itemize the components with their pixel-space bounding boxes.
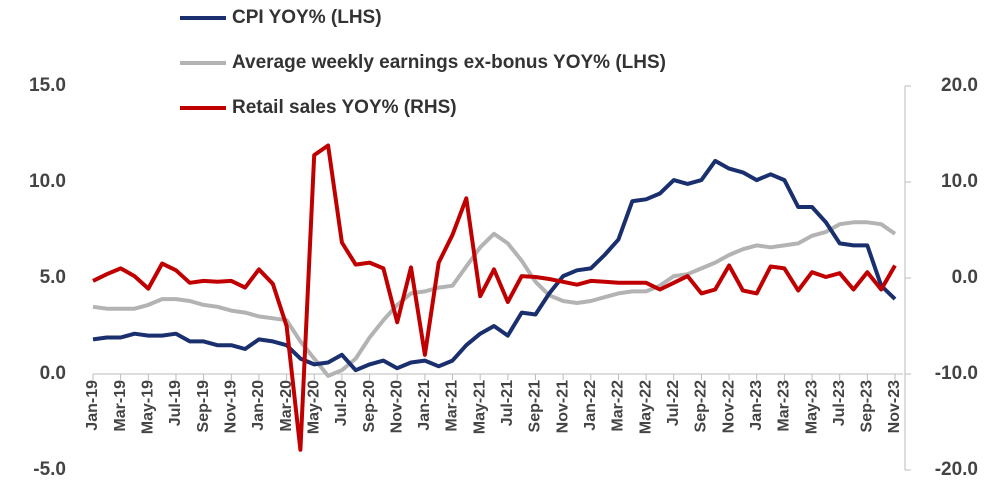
x-tick-label: Sep-23 [859, 380, 876, 433]
x-tick-label: Jan-21 [416, 380, 433, 431]
x-tick-label: Nov-20 [388, 380, 405, 433]
x-tick-label: Jan-19 [84, 380, 101, 431]
x-tick-label: Jan-20 [250, 380, 267, 431]
series-line [92, 220, 897, 378]
y-tick-label: -5.0 [33, 459, 66, 480]
x-tick-label: Jul-19 [167, 380, 184, 426]
x-tick-label: Mar-20 [278, 380, 295, 432]
y2-tick-label: 20.0 [941, 75, 978, 96]
x-tick-label: Mar-21 [444, 380, 461, 432]
x-tick-label: Nov-21 [554, 380, 571, 433]
x-tick-label: Jul-22 [665, 380, 682, 426]
x-tick-label: Jul-20 [333, 380, 350, 426]
x-tick-label: May-20 [305, 380, 322, 434]
x-tick-label: Jul-21 [499, 380, 516, 426]
x-tick-label: May-21 [471, 380, 488, 434]
x-tick-label: Jan-22 [582, 380, 599, 431]
x-tick-label: Sep-22 [693, 380, 710, 433]
series-line [92, 143, 897, 452]
x-tick-label: Sep-21 [527, 380, 544, 433]
y2-tick-label: -20.0 [935, 459, 978, 480]
y2-tick-label: 10.0 [941, 171, 978, 192]
x-tick-label: Sep-19 [195, 380, 212, 433]
x-tick-label: Jan-23 [748, 380, 765, 431]
x-tick-label: May-19 [140, 380, 157, 434]
x-tick-label: Nov-19 [222, 380, 239, 433]
legend-label: CPI YOY% (LHS) [232, 7, 382, 28]
x-tick-label: Jul-23 [831, 380, 848, 426]
x-tick-label: Mar-19 [112, 380, 129, 432]
y2-tick-label: 0.0 [952, 267, 978, 288]
y-tick-label: 10.0 [29, 171, 66, 192]
x-tick-label: Nov-22 [720, 380, 737, 433]
x-tick-label: Mar-22 [610, 380, 627, 432]
legend-label: Retail sales YOY% (RHS) [232, 97, 457, 118]
legend-label: Average weekly earnings ex-bonus YOY% (L… [232, 52, 666, 73]
x-tick-label: May-22 [637, 380, 654, 434]
x-tick-label: Sep-20 [361, 380, 378, 433]
y2-tick-label: -10.0 [935, 363, 978, 384]
y-tick-label: 15.0 [29, 75, 66, 96]
x-tick-label: May-23 [803, 380, 820, 434]
x-tick-label: Nov-23 [886, 380, 903, 433]
x-tick-label: Mar-23 [776, 380, 793, 432]
series-line [92, 158, 897, 373]
y-tick-label: 0.0 [40, 363, 66, 384]
y-tick-label: 5.0 [40, 267, 66, 288]
